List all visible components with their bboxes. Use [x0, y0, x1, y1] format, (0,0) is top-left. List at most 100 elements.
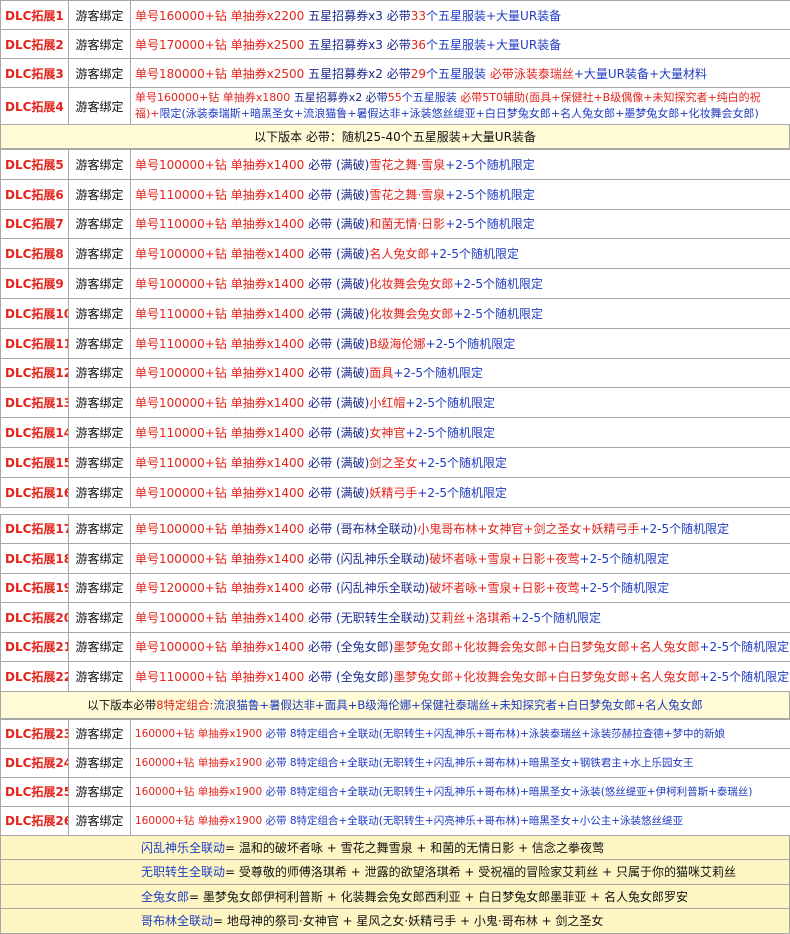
- text-run: +2-5个随机限定: [417, 456, 507, 470]
- binding: 游客绑定: [69, 806, 131, 835]
- dlc-id: DLC拓展20: [1, 603, 69, 633]
- binding: 游客绑定: [69, 358, 131, 388]
- section-banner: 以下版本必带 8特定组合: 流浪猫鲁+暑假达非+面具+B级海伦娜+保健社泰瑞丝+…: [0, 692, 790, 719]
- text-run: 160000+钻 单抽券x1900: [135, 815, 262, 827]
- text-run: 流浪猫鲁+暑假达非+面具+B级海伦娜+保健社泰瑞丝+未知探究者+白日梦兔女郎+名…: [213, 697, 702, 713]
- text-run: 名人兔女郎: [369, 247, 429, 261]
- text-run: 单号100000+钻 单抽券x1400: [135, 640, 304, 654]
- text-run: 必带 (满破): [304, 396, 369, 410]
- description: 单号110000+钻 单抽券x1400 必带 (满破)化妆舞会兔女郎+2-5个随…: [131, 298, 790, 328]
- text-run: 五星招募券x2 必带: [290, 91, 388, 104]
- description: 单号170000+钻 单抽券x2500 五星招募券x3 必带36个五星服装+大量…: [131, 30, 790, 59]
- dlc-id: DLC拓展1: [1, 1, 69, 30]
- text-run: +2-5个随机限定: [426, 337, 516, 351]
- dlc-id: DLC拓展15: [1, 447, 69, 477]
- text-run: 必带 (全兔女郎): [304, 640, 393, 654]
- description: 单号160000+钻 单抽券x2200 五星招募券x3 必带33个五星服装+大量…: [131, 1, 790, 30]
- text-run: 单号180000+钻 单抽券x2500: [135, 67, 304, 81]
- binding: 游客绑定: [69, 514, 131, 544]
- description: 单号100000+钻 单抽券x1400 必带 (闪乱神乐全联动)破坏者咏+雪泉+…: [131, 544, 790, 574]
- text-run: 必带 (满破): [304, 277, 369, 291]
- dlc-id: DLC拓展9: [1, 269, 69, 299]
- text-run: = 受尊敬的师傅洛琪希 + 泄露的欲望洛琪希 + 受祝福的冒险家艾莉丝 + 只属…: [225, 863, 736, 880]
- binding: 游客绑定: [69, 603, 131, 633]
- dlc-id: DLC拓展12: [1, 358, 69, 388]
- text-run: 单号110000+钻 单抽券x1400: [135, 217, 304, 231]
- dlc-id: DLC拓展25: [1, 777, 69, 806]
- text-run: 化妆舞会兔女郎: [369, 277, 453, 291]
- text-run: 160000+钻 单抽券x1900: [135, 728, 262, 740]
- description: 160000+钻 单抽券x1900 必带 8特定组合+全联动(无职转生+闪亮神乐…: [131, 806, 790, 835]
- text-run: 闪乱神乐全联动: [141, 839, 225, 856]
- text-run: 必带 (满破): [304, 337, 369, 351]
- dlc-id: DLC拓展10: [1, 298, 69, 328]
- text-run: 雪花之舞·雪泉: [369, 158, 445, 172]
- text-run: 雪花之舞·雪泉: [369, 188, 445, 202]
- binding: 游客绑定: [69, 477, 131, 507]
- text-run: +2-5个随机限定: [405, 426, 495, 440]
- text-run: 艾莉丝+洛琪希: [429, 611, 511, 625]
- text-run: 必带 (满破): [304, 426, 369, 440]
- text-run: 单号110000+钻 单抽券x1400: [135, 670, 304, 684]
- text-run: +2-5个随机限定: [393, 366, 483, 380]
- text-run: 个五星服装+大量UR装备: [426, 9, 561, 23]
- text-run: 必带 8特定组合+全联动(无职转生+闪乱神乐+哥布林)+暗黑圣女+钢铁君主+水上…: [262, 757, 693, 769]
- text-run: +2-5个随机限定: [640, 522, 730, 536]
- text-run: 限定(泳装泰瑞斯+暗黑圣女+流浪猫鲁+暑假达非+泳装悠丝缇亚+白日梦兔女郎+名人…: [160, 107, 759, 120]
- note-row: 无职转生全联动 = 受尊敬的师傅洛琪希 + 泄露的欲望洛琪希 + 受祝福的冒险家…: [0, 860, 790, 885]
- section-banner: 以下版本 必带：随机25-40个五星服装+大量UR装备: [0, 125, 790, 149]
- dlc-id: DLC拓展22: [1, 662, 69, 692]
- binding: 游客绑定: [69, 239, 131, 269]
- text-run: 160000+钻 单抽券x1900: [135, 757, 262, 769]
- text-run: 必带 (哥布林全联动): [304, 522, 417, 536]
- text-run: 以下版本 必带：随机25-40个五星服装+大量UR装备: [254, 128, 536, 145]
- text-run: 墨梦兔女郎+化妆舞会兔女郎+白日梦兔女郎+名人兔女郎: [393, 670, 699, 684]
- description: 160000+钻 单抽券x1900 必带 8特定组合+全联动(无职转生+闪乱神乐…: [131, 748, 790, 777]
- text-run: 个五星服装: [402, 91, 461, 104]
- text-run: 必带 (闪乱神乐全联动): [304, 581, 429, 595]
- binding: 游客绑定: [69, 59, 131, 88]
- text-run: = 温和的破坏者咏 + 雪花之舞雪泉 + 和菌的无情日影 + 信念之拳夜莺: [225, 839, 604, 856]
- text-run: 破坏者咏+雪泉+日影+夜莺: [429, 581, 579, 595]
- text-run: 五星招募券x3 必带: [304, 9, 410, 23]
- dlc-id: DLC拓展6: [1, 179, 69, 209]
- text-run: 破坏者咏+雪泉+日影+夜莺: [429, 552, 579, 566]
- binding: 游客绑定: [69, 573, 131, 603]
- text-run: 无职转生全联动: [141, 863, 225, 880]
- text-run: 必带 (闪乱神乐全联动): [304, 552, 429, 566]
- text-run: 必带 (满破): [304, 188, 369, 202]
- text-run: 单号100000+钻 单抽券x1400: [135, 611, 304, 625]
- description: 单号110000+钻 单抽券x1400 必带 (满破)B级海伦娜+2-5个随机限…: [131, 328, 790, 358]
- binding: 游客绑定: [69, 328, 131, 358]
- dlc-id: DLC拓展19: [1, 573, 69, 603]
- description: 单号100000+钻 单抽卷x1400 必带 (满破)名人兔女郎+2-5个随机限…: [131, 239, 790, 269]
- text-run: 单号160000+钻 单抽券x1800: [135, 91, 290, 104]
- text-run: +2-5个随机限定: [511, 611, 601, 625]
- description: 单号110000+钻 单抽券x1400 必带 (满破)女神官+2-5个随机限定: [131, 418, 790, 448]
- text-run: 8特定组合:: [156, 697, 213, 713]
- description: 单号120000+钻 单抽券x1400 必带 (闪乱神乐全联动)破坏者咏+雪泉+…: [131, 573, 790, 603]
- description: 单号110000+钻 单抽券x1400 必带 (全兔女郎)墨梦兔女郎+化妆舞会兔…: [131, 662, 790, 692]
- text-run: 单号100000+钻 单抽卷x1400: [135, 247, 304, 261]
- text-run: 必带 8特定组合+全联动(无职转生+闪亮神乐+哥布林)+暗黑圣女+小公主+泳装悠…: [262, 815, 683, 827]
- text-run: 单号160000+钻 单抽券x2200: [135, 9, 304, 23]
- text-run: +2-5个随机限定: [429, 247, 519, 261]
- text-run: 单号170000+钻 单抽券x2500: [135, 38, 304, 52]
